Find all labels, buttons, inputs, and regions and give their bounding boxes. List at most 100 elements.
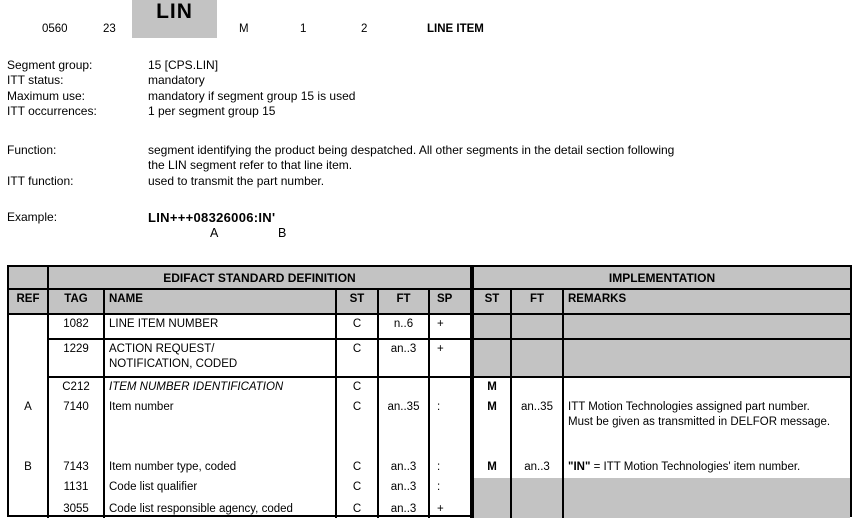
- col-header-st: ST: [337, 290, 379, 315]
- meta-value: mandatory if segment group 15 is used: [148, 88, 356, 103]
- example-marker-a: A: [210, 226, 219, 240]
- itt-function-row: ITT function: used to transmit the part …: [7, 174, 848, 189]
- meta-row-segment-group: Segment group: 15 [CPS.LIN]: [7, 58, 848, 73]
- meta-label: Segment group:: [7, 58, 93, 72]
- segment-num1: 1: [300, 23, 307, 35]
- segment-meta: Segment group: 15 [CPS.LIN] ITT status: …: [7, 58, 848, 119]
- col-header-ft: FT: [379, 290, 430, 315]
- cell-tag: 1131: [49, 478, 105, 500]
- itt-function-text: used to transmit the part number.: [148, 173, 325, 188]
- table-row-7140: A 7140 Item number C an..35 : M an..35 I…: [9, 398, 850, 458]
- cell-sp: +: [430, 340, 474, 378]
- col-header-tag: TAG: [49, 290, 105, 315]
- cell-remarks-disabled: [564, 500, 850, 518]
- segment-repetition: 23: [103, 23, 116, 35]
- meta-value: 1 per segment group 15: [148, 103, 276, 118]
- cell-ft: n..6: [379, 315, 430, 340]
- example-row: Example: LIN+++08326006:IN': [7, 210, 848, 225]
- itt-function-label: ITT function:: [7, 173, 74, 188]
- cell-sp: +: [430, 315, 474, 340]
- col-header-impl-ft: FT: [512, 290, 564, 315]
- cell-ref: [9, 340, 49, 378]
- cell-ft: an..35: [379, 398, 430, 458]
- example-label: Example:: [7, 210, 58, 224]
- cell-impl-st-disabled: [474, 340, 512, 378]
- cell-st: C: [337, 315, 379, 340]
- cell-st: C: [337, 458, 379, 478]
- cell-sp: +: [430, 500, 474, 518]
- cell-ft: [379, 378, 430, 398]
- cell-impl-st: M: [474, 398, 512, 458]
- example-block: Example: LIN+++08326006:IN': [7, 210, 848, 225]
- cell-impl-st: M: [474, 458, 512, 478]
- cell-impl-ft-disabled: [512, 478, 564, 500]
- cell-ref: B: [9, 458, 49, 478]
- segment-code: LIN: [156, 0, 193, 23]
- cell-ref: A: [9, 398, 49, 458]
- col-header-name: NAME: [105, 290, 337, 315]
- table-row-7143: B 7143 Item number type, coded C an..3 :…: [9, 458, 850, 478]
- cell-st: C: [337, 500, 379, 518]
- cell-name: ACTION REQUEST/ NOTIFICATION, CODED: [105, 340, 337, 378]
- cell-st: C: [337, 398, 379, 458]
- col-header-ref: REF: [9, 290, 49, 315]
- cell-ref: [9, 500, 49, 518]
- cell-sp: [430, 378, 474, 398]
- cell-ref: [9, 378, 49, 398]
- cell-name: LINE ITEM NUMBER: [105, 315, 337, 340]
- segment-status: M: [239, 23, 249, 35]
- meta-label: ITT status:: [7, 73, 64, 88]
- cell-name: Code list responsible agency, coded: [105, 500, 337, 518]
- cell-sp: :: [430, 398, 474, 458]
- cell-impl-ft: an..35: [512, 398, 564, 458]
- cell-tag: 1229: [49, 340, 105, 378]
- remark-code: "IN": [568, 461, 591, 473]
- segment-spec-table: EDIFACT STANDARD DEFINITION IMPLEMENTATI…: [7, 265, 852, 518]
- meta-label: Maximum use:: [7, 88, 86, 103]
- function-block: Function: segment identifying the produc…: [7, 143, 848, 189]
- cell-name: Code list qualifier: [105, 478, 337, 500]
- meta-label: ITT occurrences:: [7, 103, 97, 118]
- cell-remarks: ITT Motion Technologies assigned part nu…: [564, 398, 850, 458]
- table-column-header-row: REF TAG NAME ST FT SP ST FT REMARKS: [9, 290, 850, 315]
- meta-row-maximum-use: Maximum use: mandatory if segment group …: [7, 89, 848, 104]
- cell-ref: [9, 315, 49, 340]
- cell-remarks: "IN" = ITT Motion Technologies' item num…: [564, 458, 850, 478]
- function-row: Function: segment identifying the produc…: [7, 143, 848, 174]
- cell-remarks-disabled: [564, 478, 850, 500]
- cell-st: C: [337, 378, 379, 398]
- meta-row-itt-occurrences: ITT occurrences: 1 per segment group 15: [7, 104, 848, 119]
- cell-ft: an..3: [379, 340, 430, 378]
- cell-impl-ft: an..3: [512, 458, 564, 478]
- cell-tag: 3055: [49, 500, 105, 518]
- segment-title: LINE ITEM: [427, 23, 484, 35]
- cell-remarks: [564, 378, 850, 398]
- cell-remarks-disabled: [564, 340, 850, 378]
- remark-paragraph: ITT Motion Technologies assigned part nu…: [568, 401, 810, 413]
- segment-position: 0560: [42, 23, 68, 35]
- function-text: segment identifying the product being de…: [148, 143, 675, 173]
- cell-ft: an..3: [379, 458, 430, 478]
- table-row-C212: C212 ITEM NUMBER IDENTIFICATION C M: [9, 378, 850, 398]
- segment-num2: 2: [361, 23, 368, 35]
- cell-impl-ft-disabled: [512, 315, 564, 340]
- table-row-3055: 3055 Code list responsible agency, coded…: [9, 500, 850, 518]
- cell-impl-ft-disabled: [512, 340, 564, 378]
- meta-value: mandatory: [148, 73, 205, 88]
- cell-tag: 7143: [49, 458, 105, 478]
- segment-code-box: LIN: [132, 0, 217, 38]
- cell-st: C: [337, 340, 379, 378]
- table-row-1082: 1082 LINE ITEM NUMBER C n..6 +: [9, 315, 850, 340]
- col-header-impl-st: ST: [474, 290, 512, 315]
- col-header-remarks: REMARKS: [564, 290, 850, 315]
- cell-impl-st: M: [474, 378, 512, 398]
- remark-paragraph: Must be given as transmitted in DELFOR m…: [568, 416, 831, 428]
- cell-name: Item number type, coded: [105, 458, 337, 478]
- cell-tag: 7140: [49, 398, 105, 458]
- cell-tag: 1082: [49, 315, 105, 340]
- cell-ft: an..3: [379, 500, 430, 518]
- cell-sp: :: [430, 478, 474, 500]
- cell-impl-st-disabled: [474, 500, 512, 518]
- cell-ft: an..3: [379, 478, 430, 500]
